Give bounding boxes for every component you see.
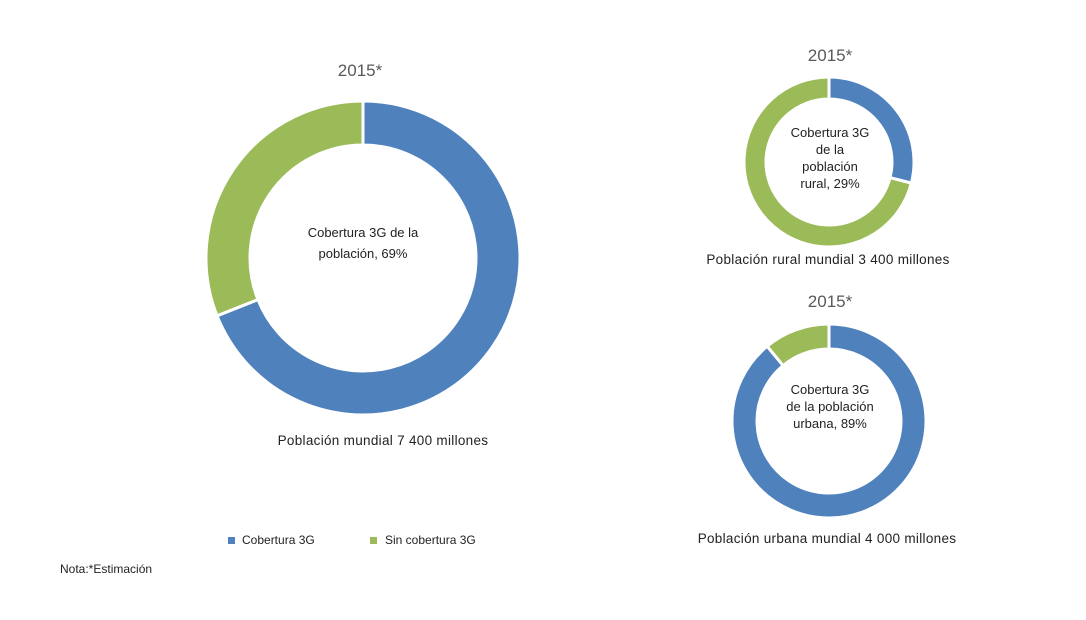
legend-label-covered: Cobertura 3G bbox=[242, 533, 315, 547]
urban-slice-uncovered bbox=[765, 322, 831, 368]
rural-slice-uncovered bbox=[742, 75, 914, 249]
rural-center-label-line-3: población bbox=[802, 159, 858, 174]
world-center-label-line-2: población, 69% bbox=[319, 246, 408, 261]
urban-chart: 2015* Cobertura 3G de la población urban… bbox=[698, 292, 957, 546]
rural-center-label-line-1: Cobertura 3G bbox=[791, 125, 870, 140]
world-slice-covered bbox=[215, 99, 522, 417]
rural-caption: Población rural mundial 3 400 millones bbox=[706, 252, 949, 267]
urban-center-label-line-1: Cobertura 3G bbox=[791, 382, 870, 397]
urban-center-label-line-2: de la población bbox=[786, 399, 873, 414]
rural-center-label-line-2: de la bbox=[816, 142, 845, 157]
urban-slice-covered bbox=[730, 322, 928, 520]
urban-chart-title: 2015* bbox=[808, 292, 853, 311]
legend: Cobertura 3G Sin cobertura 3G bbox=[228, 533, 476, 547]
legend-swatch-uncovered bbox=[370, 537, 377, 544]
world-center-label-line-1: Cobertura 3G de la bbox=[308, 225, 419, 240]
urban-center-label-line-3: urbana, 89% bbox=[793, 416, 867, 431]
urban-caption: Población urbana mundial 4 000 millones bbox=[698, 531, 957, 546]
world-slice-uncovered bbox=[204, 99, 365, 318]
world-caption: Población mundial 7 400 millones bbox=[278, 433, 489, 448]
rural-chart-title: 2015* bbox=[808, 46, 853, 65]
legend-swatch-covered bbox=[228, 537, 235, 544]
footnote: Nota:*Estimación bbox=[60, 562, 153, 576]
world-chart-title: 2015* bbox=[338, 61, 383, 80]
rural-center-label-line-4: rural, 29% bbox=[800, 176, 860, 191]
rural-chart: 2015* Cobertura 3G de la población rural… bbox=[706, 46, 949, 267]
world-chart: 2015* Cobertura 3G de la población, 69% … bbox=[204, 61, 522, 448]
legend-label-uncovered: Sin cobertura 3G bbox=[385, 533, 476, 547]
